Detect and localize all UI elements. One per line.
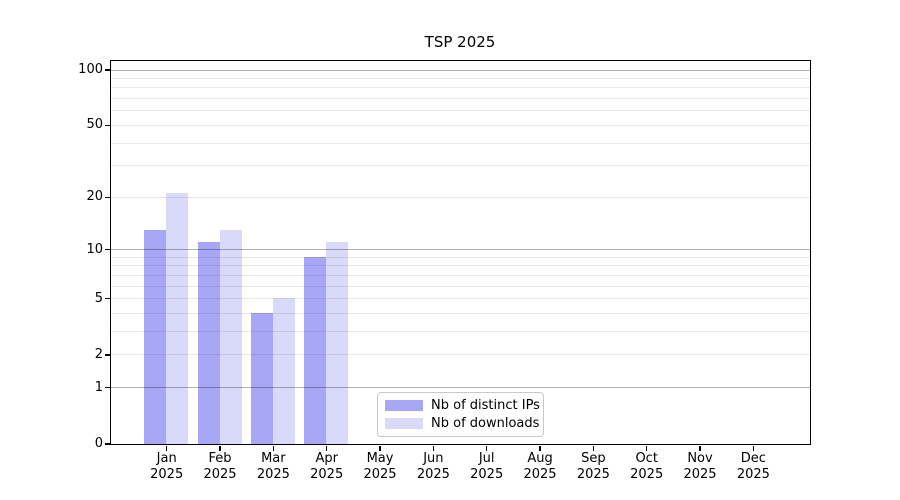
x-tick-label-nov: Nov 2025	[683, 451, 717, 482]
y-tick-mark-100	[104, 69, 110, 71]
x-tick-label-jun: Jun 2025	[416, 451, 450, 482]
bar-downloads-mar	[272, 298, 295, 444]
x-tick-label-jul: Jul 2025	[470, 451, 504, 482]
gridline-9	[110, 256, 810, 258]
gridline-100	[110, 69, 810, 71]
x-tick-label-oct: Oct 2025	[630, 451, 664, 482]
gridline-7	[110, 274, 810, 276]
x-tick-mark-may	[379, 445, 381, 451]
y-tick-label-2: 2	[94, 346, 103, 362]
y-tick-label-20: 20	[86, 189, 103, 205]
x-tick-label-aug: Aug 2025	[523, 451, 557, 482]
x-tick-mark-aug	[539, 445, 541, 451]
gridline-90	[110, 77, 810, 79]
x-tick-mark-jul	[486, 445, 488, 451]
gridline-8	[110, 265, 810, 267]
y-tick-label-5: 5	[94, 290, 103, 306]
x-tick-label-apr: Apr 2025	[310, 451, 344, 482]
x-tick-label-dec: Dec 2025	[736, 451, 770, 482]
x-tick-mark-mar	[272, 445, 274, 451]
y-tick-label-1: 1	[94, 379, 103, 395]
bar-downloads-jan	[166, 193, 189, 444]
gridline-3	[110, 331, 810, 333]
x-tick-mark-nov	[699, 445, 701, 451]
legend-item-distinct-ips: Nb of distinct IPs	[385, 398, 540, 413]
y-tick-label-10: 10	[86, 241, 103, 257]
gridline-40	[110, 142, 810, 144]
x-tick-mark-sep	[592, 445, 594, 451]
y-tick-mark-10	[104, 249, 110, 251]
gridline-6	[110, 285, 810, 287]
x-tick-mark-feb	[219, 445, 221, 451]
x-tick-mark-apr	[326, 445, 328, 451]
y-tick-mark-0	[104, 443, 110, 445]
x-tick-mark-jan	[166, 445, 168, 451]
plot-area	[109, 59, 811, 445]
y-tick-mark-1	[104, 387, 110, 389]
x-tick-mark-oct	[646, 445, 648, 451]
bar-downloads-apr	[326, 242, 349, 444]
gridline-30	[110, 165, 810, 167]
gridline-50	[110, 124, 810, 126]
legend-swatch-distinct-ips	[385, 400, 423, 411]
y-tick-mark-2	[104, 354, 110, 356]
gridline-5	[110, 298, 810, 300]
x-tick-label-jan: Jan 2025	[150, 451, 184, 482]
legend: Nb of distinct IPs Nb of downloads	[377, 392, 544, 437]
x-tick-mark-jun	[432, 445, 434, 451]
x-tick-label-may: May 2025	[363, 451, 397, 482]
x-tick-label-mar: Mar 2025	[256, 451, 290, 482]
x-tick-label-sep: Sep 2025	[576, 451, 610, 482]
gridline-2	[110, 354, 810, 356]
bar-distinct-ips-jan	[144, 229, 167, 444]
y-tick-label-100: 100	[78, 62, 103, 77]
y-tick-mark-20	[104, 196, 110, 198]
bar-distinct-ips-apr	[304, 256, 327, 444]
legend-item-downloads: Nb of downloads	[385, 416, 540, 431]
gridline-80	[110, 87, 810, 89]
bar-distinct-ips-feb	[197, 242, 220, 444]
chart-title: TSP 2025	[424, 33, 496, 51]
legend-label-downloads: Nb of downloads	[431, 416, 540, 431]
y-tick-label-0: 0	[94, 436, 103, 451]
bar-distinct-ips-mar	[250, 313, 273, 444]
y-tick-mark-50	[104, 124, 110, 127]
gridline-60	[110, 110, 810, 112]
gridline-10	[110, 249, 810, 251]
gridline-70	[110, 98, 810, 100]
x-tick-mark-dec	[752, 445, 754, 451]
x-tick-label-feb: Feb 2025	[203, 451, 237, 482]
legend-swatch-downloads	[385, 418, 423, 429]
gridline-4	[110, 313, 810, 315]
gridline-1	[110, 387, 810, 389]
legend-label-distinct-ips: Nb of distinct IPs	[431, 398, 540, 413]
y-tick-label-50: 50	[86, 117, 103, 133]
gridline-20	[110, 196, 810, 198]
bar-downloads-feb	[219, 229, 242, 444]
y-tick-mark-5	[104, 298, 110, 300]
